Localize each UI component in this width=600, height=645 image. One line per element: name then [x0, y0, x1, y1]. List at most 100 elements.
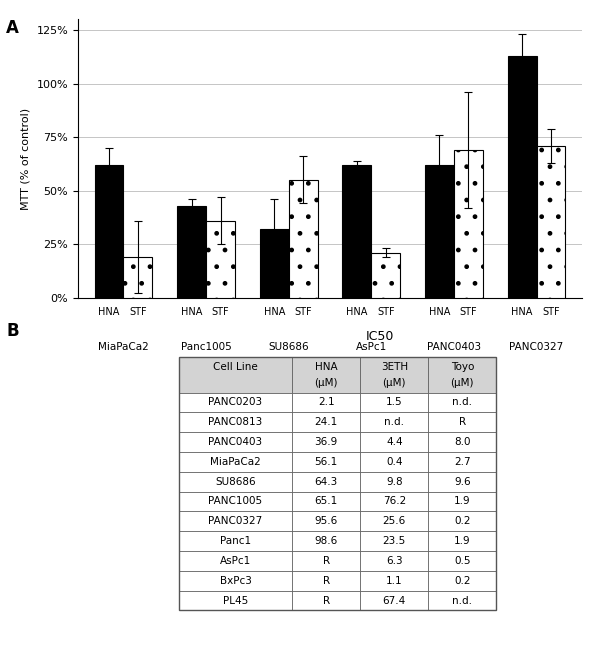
Text: 36.9: 36.9 [314, 437, 338, 447]
FancyBboxPatch shape [179, 511, 292, 531]
Bar [508, 55, 536, 297]
FancyBboxPatch shape [428, 432, 496, 452]
Text: Cell Line: Cell Line [213, 362, 258, 372]
FancyBboxPatch shape [179, 393, 292, 412]
Text: R: R [459, 417, 466, 427]
Text: 56.1: 56.1 [314, 457, 338, 467]
Text: 1.1: 1.1 [386, 576, 403, 586]
FancyBboxPatch shape [179, 591, 292, 610]
FancyBboxPatch shape [179, 432, 292, 452]
Text: MiaPaCa2: MiaPaCa2 [98, 342, 149, 352]
FancyBboxPatch shape [179, 491, 292, 511]
Bar [536, 146, 565, 297]
Text: 24.1: 24.1 [314, 417, 338, 427]
Bar [95, 165, 124, 297]
FancyBboxPatch shape [179, 452, 292, 471]
Text: 6.3: 6.3 [386, 556, 403, 566]
Text: SU8686: SU8686 [268, 342, 309, 352]
FancyBboxPatch shape [292, 531, 360, 551]
FancyBboxPatch shape [428, 412, 496, 432]
FancyBboxPatch shape [292, 551, 360, 571]
FancyBboxPatch shape [292, 393, 360, 412]
Text: MiaPaCa2: MiaPaCa2 [210, 457, 261, 467]
FancyBboxPatch shape [179, 551, 292, 571]
FancyBboxPatch shape [360, 357, 428, 393]
FancyBboxPatch shape [292, 471, 360, 491]
Text: 76.2: 76.2 [383, 497, 406, 506]
Text: 3ETH: 3ETH [380, 362, 408, 372]
Text: n.d.: n.d. [384, 417, 404, 427]
Y-axis label: MTT (% of control): MTT (% of control) [21, 108, 31, 210]
FancyBboxPatch shape [428, 591, 496, 610]
FancyBboxPatch shape [292, 591, 360, 610]
FancyBboxPatch shape [428, 452, 496, 471]
Text: 2.1: 2.1 [318, 397, 335, 408]
Text: 9.6: 9.6 [454, 477, 470, 487]
Text: Panc1005: Panc1005 [181, 342, 232, 352]
FancyBboxPatch shape [428, 531, 496, 551]
Text: SU8686: SU8686 [215, 477, 256, 487]
Bar [289, 180, 317, 297]
FancyBboxPatch shape [428, 571, 496, 591]
FancyBboxPatch shape [292, 357, 360, 393]
Text: PL45: PL45 [223, 595, 248, 606]
FancyBboxPatch shape [360, 393, 428, 412]
Text: IC50: IC50 [366, 330, 395, 343]
Bar [206, 221, 235, 297]
Text: 2.7: 2.7 [454, 457, 470, 467]
Text: R: R [323, 576, 330, 586]
FancyBboxPatch shape [428, 357, 496, 393]
Text: (μM): (μM) [314, 378, 338, 388]
FancyBboxPatch shape [360, 511, 428, 531]
Text: PANC0203: PANC0203 [208, 397, 263, 408]
FancyBboxPatch shape [360, 412, 428, 432]
Text: 0.4: 0.4 [386, 457, 403, 467]
Text: 98.6: 98.6 [314, 536, 338, 546]
FancyBboxPatch shape [292, 571, 360, 591]
Bar [371, 253, 400, 297]
Text: PANC0813: PANC0813 [208, 417, 263, 427]
FancyBboxPatch shape [428, 551, 496, 571]
Text: n.d.: n.d. [452, 397, 472, 408]
Text: PANC1005: PANC1005 [208, 497, 263, 506]
Text: n.d.: n.d. [452, 595, 472, 606]
FancyBboxPatch shape [428, 393, 496, 412]
Text: 0.5: 0.5 [454, 556, 470, 566]
Bar [454, 150, 483, 297]
Text: 23.5: 23.5 [383, 536, 406, 546]
FancyBboxPatch shape [360, 471, 428, 491]
FancyBboxPatch shape [360, 452, 428, 471]
Text: 95.6: 95.6 [314, 516, 338, 526]
Bar [124, 257, 152, 297]
Text: HNA: HNA [315, 362, 338, 372]
Text: PANC0403: PANC0403 [427, 342, 481, 352]
Text: 65.1: 65.1 [314, 497, 338, 506]
FancyBboxPatch shape [428, 471, 496, 491]
FancyBboxPatch shape [179, 412, 292, 432]
Text: 0.2: 0.2 [454, 576, 470, 586]
FancyBboxPatch shape [360, 571, 428, 591]
Text: R: R [323, 595, 330, 606]
FancyBboxPatch shape [360, 531, 428, 551]
Text: 9.8: 9.8 [386, 477, 403, 487]
Bar [260, 229, 289, 297]
Text: 67.4: 67.4 [383, 595, 406, 606]
FancyBboxPatch shape [179, 531, 292, 551]
Text: AsPc1: AsPc1 [220, 556, 251, 566]
Text: (μM): (μM) [383, 378, 406, 388]
Text: Toyo: Toyo [451, 362, 474, 372]
Text: (μM): (μM) [451, 378, 474, 388]
FancyBboxPatch shape [292, 432, 360, 452]
Text: PANC0327: PANC0327 [208, 516, 263, 526]
Text: PANC0327: PANC0327 [509, 342, 563, 352]
FancyBboxPatch shape [292, 491, 360, 511]
Text: 8.0: 8.0 [454, 437, 470, 447]
Text: R: R [323, 556, 330, 566]
FancyBboxPatch shape [360, 551, 428, 571]
FancyBboxPatch shape [179, 571, 292, 591]
FancyBboxPatch shape [428, 491, 496, 511]
Text: 4.4: 4.4 [386, 437, 403, 447]
Text: Panc1: Panc1 [220, 536, 251, 546]
Text: 1.9: 1.9 [454, 497, 470, 506]
Bar [343, 165, 371, 297]
